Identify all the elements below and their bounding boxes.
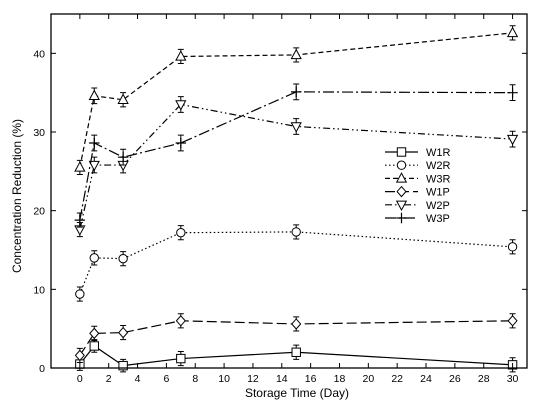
legend-marker (395, 172, 408, 183)
series-w3p (74, 83, 518, 228)
x-tick-label: 22 (391, 373, 403, 385)
legend-entry-w2r: W2R (385, 160, 451, 172)
y-tick-label: 20 (33, 206, 45, 218)
data-point (89, 327, 100, 340)
data-point (88, 160, 100, 172)
x-tick-label: 30 (507, 373, 519, 385)
series-w2r (75, 224, 518, 302)
series-line (79, 231, 513, 295)
legend-entry-w1r: W1R (385, 147, 451, 159)
data-point (89, 137, 100, 149)
data-point (74, 161, 86, 172)
series-line (79, 320, 513, 356)
legend-marker (395, 200, 408, 212)
series-w2p (74, 96, 519, 238)
data-point (507, 87, 518, 98)
plot-frame (50, 13, 528, 369)
data-point (176, 227, 186, 238)
data-point (291, 86, 302, 98)
x-tick-label: 4 (135, 373, 141, 385)
data-point (175, 315, 186, 327)
series-w3r (74, 25, 519, 175)
y-tick-label: 30 (33, 127, 45, 139)
legend-label: W3R (426, 173, 451, 185)
x-tick-label: 0 (77, 373, 83, 385)
data-point (506, 134, 519, 146)
plot-area (74, 25, 519, 373)
data-point (176, 353, 186, 364)
data-point (89, 341, 99, 351)
series-line (79, 103, 513, 230)
data-point (74, 214, 86, 226)
legend-marker (396, 160, 407, 170)
data-point (118, 253, 128, 264)
x-tick-label: 14 (276, 373, 288, 385)
data-point (88, 89, 100, 101)
data-point (506, 26, 519, 38)
data-point (175, 100, 187, 111)
x-tick-label: 12 (247, 373, 259, 385)
data-point (118, 360, 128, 371)
data-point (290, 48, 302, 60)
data-point (291, 347, 301, 357)
data-point (75, 289, 85, 299)
x-tick-label: 16 (305, 373, 317, 385)
legend-label: W1P (426, 187, 450, 199)
data-point (118, 326, 129, 339)
legend-marker (396, 147, 407, 157)
data-point (507, 242, 518, 252)
legend-label: W1R (426, 147, 451, 159)
series-line (79, 91, 513, 221)
y-axis-title: Concentration Reduction (%) (10, 119, 24, 273)
legend-entry-w3p: W3P (385, 212, 450, 225)
data-point (89, 253, 99, 263)
x-tick-label: 20 (362, 373, 374, 385)
series-w1r (75, 339, 518, 373)
data-point (291, 318, 302, 330)
x-tick-label: 6 (163, 373, 169, 385)
x-tick-label: 24 (420, 373, 432, 385)
x-axis-title: Storage Time (Day) (245, 386, 349, 400)
legend-label: W2R (426, 160, 451, 172)
x-tick-label: 8 (192, 373, 198, 385)
data-point (175, 137, 187, 149)
legend-label: W3P (426, 213, 450, 225)
legend-entry-w1p: W1P (385, 185, 450, 199)
legend-entry-w2p: W2P (385, 200, 450, 212)
y-tick-label: 40 (33, 48, 45, 60)
data-point (74, 349, 85, 362)
x-tick-label: 18 (334, 373, 346, 385)
series-w1p (74, 313, 518, 363)
series-line (79, 32, 513, 168)
data-point (175, 50, 187, 61)
y-tick-label: 0 (39, 363, 45, 375)
legend-entry-w3r: W3R (385, 172, 451, 185)
x-tick-label: 28 (478, 373, 490, 385)
x-tick-label: 10 (218, 373, 230, 385)
x-tick-label: 2 (106, 373, 112, 385)
data-point (117, 93, 129, 104)
data-point (290, 122, 302, 133)
data-point (507, 315, 518, 327)
legend-marker (396, 185, 407, 198)
legend-label: W2P (426, 200, 450, 212)
legend-marker (396, 212, 407, 224)
y-tick-label: 10 (33, 284, 45, 296)
data-point (291, 227, 301, 237)
x-tick-label: 26 (449, 373, 461, 385)
data-point (117, 151, 129, 163)
